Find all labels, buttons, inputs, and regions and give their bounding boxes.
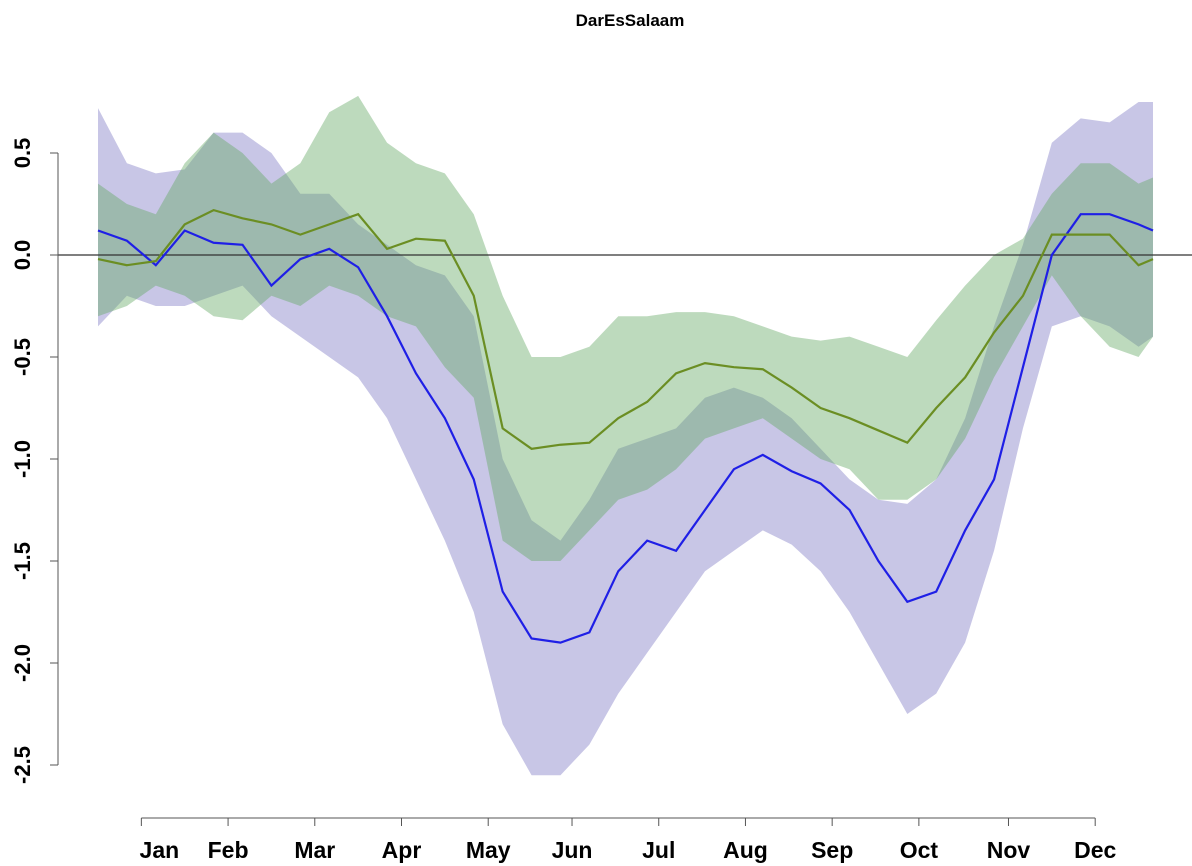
x-tick-label: Nov [987, 837, 1031, 863]
chart-title: DarEsSalaam [576, 11, 685, 30]
y-tick-label: -1.0 [10, 440, 35, 478]
band [98, 102, 1153, 776]
line [97, 208, 1154, 450]
x-tick-label: Jun [552, 837, 593, 863]
y-tick-label: -0.5 [10, 338, 35, 376]
y-tick-label: 0.0 [10, 240, 35, 271]
x-tick-label: Mar [294, 837, 335, 863]
y-tick-label: -2.5 [10, 746, 35, 784]
band [98, 95, 1153, 561]
x-tick-label: Apr [382, 837, 422, 863]
x-tick-label: Jan [140, 837, 180, 863]
y-tick-label: 0.5 [10, 138, 35, 169]
x-tick-label: Jul [642, 837, 675, 863]
x-tick-label: Feb [208, 837, 249, 863]
x-tick-label: Sep [811, 837, 853, 863]
y-tick-label: -1.5 [10, 542, 35, 580]
x-tick-label: May [466, 837, 511, 863]
x-tick-label: Oct [900, 837, 939, 863]
line [97, 213, 1154, 644]
y-tick-label: -2.0 [10, 644, 35, 682]
x-tick-label: Dec [1074, 837, 1116, 863]
x-tick-label: Aug [723, 837, 768, 863]
